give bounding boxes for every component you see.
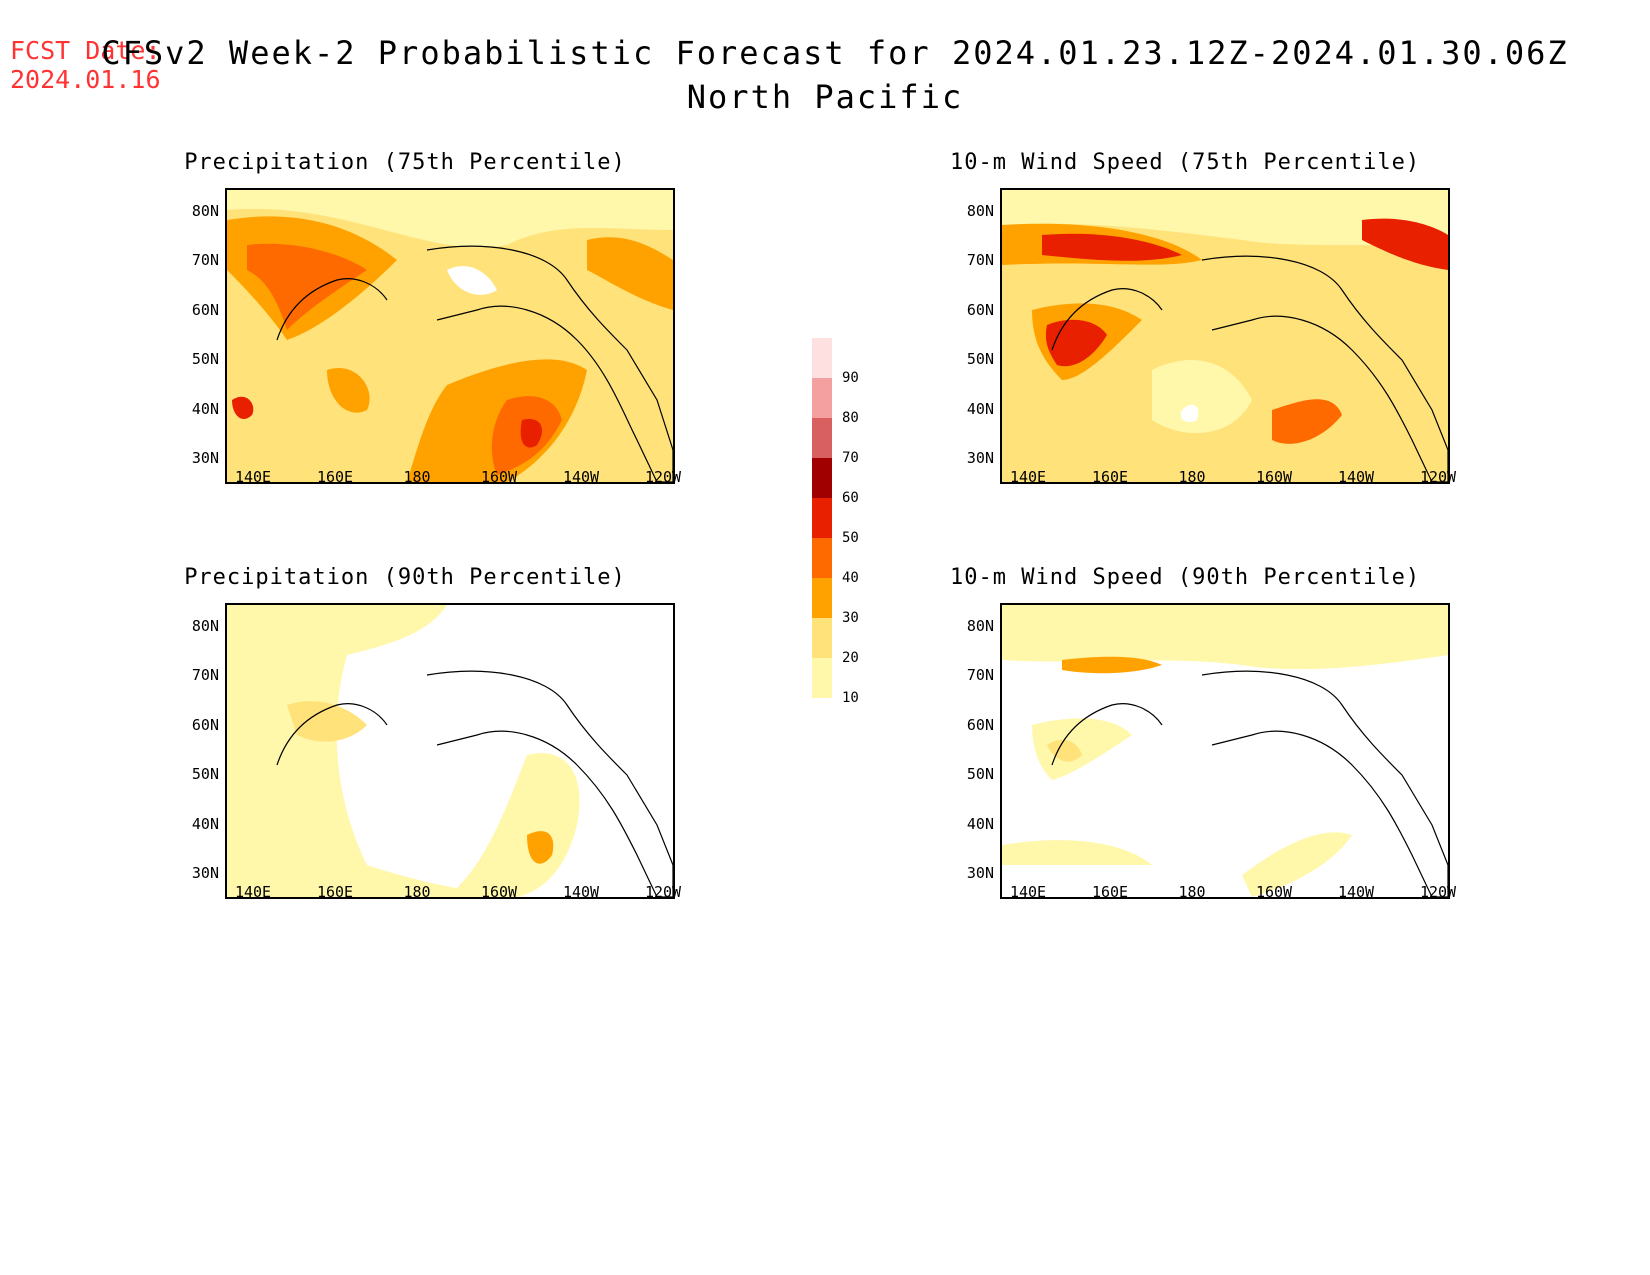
lon-label: 140E (1009, 468, 1047, 486)
colorbar-swatch (812, 338, 832, 378)
lat-label: 80N (966, 202, 994, 220)
lat-label: 70N (191, 666, 219, 684)
lat-label: 40N (191, 400, 219, 418)
lon-label: 160E (316, 883, 354, 901)
lon-label: 160W (480, 468, 518, 486)
map-precip-75 (225, 188, 675, 484)
colorbar-swatch (812, 658, 832, 698)
lat-label: 80N (966, 617, 994, 635)
lon-label: 160W (1255, 883, 1293, 901)
region-title: North Pacific (686, 78, 964, 116)
lat-label: 80N (191, 202, 219, 220)
colorbar: 10 20 30 40 50 60 70 80 90 (812, 338, 892, 738)
colorbar-label: 80 (842, 410, 859, 426)
panel-wind-75: 10-m Wind Speed (75th Percentile) 80N 70N… (950, 150, 1456, 490)
lon-label: 180 (403, 468, 431, 486)
colorbar-swatch (812, 418, 832, 458)
colorbar-label: 20 (842, 650, 859, 666)
colorbar-swatch (812, 538, 832, 578)
lat-label: 50N (191, 765, 219, 783)
lat-label: 60N (191, 716, 219, 734)
lon-label: 140E (234, 883, 272, 901)
panel-title: 10-m Wind Speed (75th Percentile) (950, 150, 1421, 175)
lat-label: 60N (966, 301, 994, 319)
lon-label: 140W (562, 468, 600, 486)
panel-title: 10-m Wind Speed (90th Percentile) (950, 565, 1421, 590)
map-wind-90 (1000, 603, 1450, 899)
panel-precip-90: Precipitation (90th Percentile) 80N 70N 60… (175, 565, 681, 905)
lon-label: 180 (403, 883, 431, 901)
panel-title: Precipitation (90th Percentile) (184, 565, 626, 590)
lon-label: 140W (562, 883, 600, 901)
panel-precip-75: Precipitation (75th Percentile) 80N 70N 60… (175, 150, 681, 490)
panel-wind-90: 10-m Wind Speed (90th Percentile) 80N 70N… (950, 565, 1456, 905)
forecast-date-label: FCST Date: (10, 36, 161, 65)
colorbar-label: 90 (842, 370, 859, 386)
lon-label: 160E (316, 468, 354, 486)
lon-label: 160E (1091, 468, 1129, 486)
colorbar-swatch (812, 458, 832, 498)
lat-label: 30N (191, 449, 219, 467)
lat-label: 40N (966, 400, 994, 418)
lat-label: 50N (966, 350, 994, 368)
forecast-date-value: 2024.01.16 (10, 65, 161, 94)
lat-label: 60N (966, 716, 994, 734)
lon-label: 120W (644, 883, 682, 901)
map-precip-90 (225, 603, 675, 899)
lat-label: 50N (191, 350, 219, 368)
colorbar-label: 30 (842, 610, 859, 626)
lon-label: 120W (1419, 468, 1457, 486)
lon-label: 140W (1337, 468, 1375, 486)
colorbar-swatch (812, 618, 832, 658)
colorbar-swatch (812, 498, 832, 538)
lat-label: 70N (191, 251, 219, 269)
lon-label: 120W (1419, 883, 1457, 901)
lon-label: 120W (644, 468, 682, 486)
colorbar-label: 70 (842, 450, 859, 466)
colorbar-label: 40 (842, 570, 859, 586)
lon-label: 180 (1178, 883, 1206, 901)
lon-label: 180 (1178, 468, 1206, 486)
lat-label: 30N (191, 864, 219, 882)
lon-label: 140E (1009, 883, 1047, 901)
lon-label: 160E (1091, 883, 1129, 901)
main-title: CFSv2 Week-2 Probabilistic Forecast for … (101, 34, 1569, 72)
lat-label: 30N (966, 449, 994, 467)
lon-label: 160W (1255, 468, 1293, 486)
lat-label: 30N (966, 864, 994, 882)
lon-label: 160W (480, 883, 518, 901)
lat-label: 60N (191, 301, 219, 319)
lat-label: 80N (191, 617, 219, 635)
lat-label: 50N (966, 765, 994, 783)
lon-label: 140W (1337, 883, 1375, 901)
panel-title: Precipitation (75th Percentile) (184, 150, 626, 175)
lat-label: 70N (966, 666, 994, 684)
map-wind-75 (1000, 188, 1450, 484)
colorbar-swatch (812, 378, 832, 418)
colorbar-label: 10 (842, 690, 859, 706)
lat-label: 70N (966, 251, 994, 269)
lat-label: 40N (966, 815, 994, 833)
colorbar-label: 50 (842, 530, 859, 546)
colorbar-label: 60 (842, 490, 859, 506)
lon-label: 140E (234, 468, 272, 486)
colorbar-swatch (812, 578, 832, 618)
forecast-date-block: FCST Date: 2024.01.16 (10, 36, 161, 94)
lat-label: 40N (191, 815, 219, 833)
